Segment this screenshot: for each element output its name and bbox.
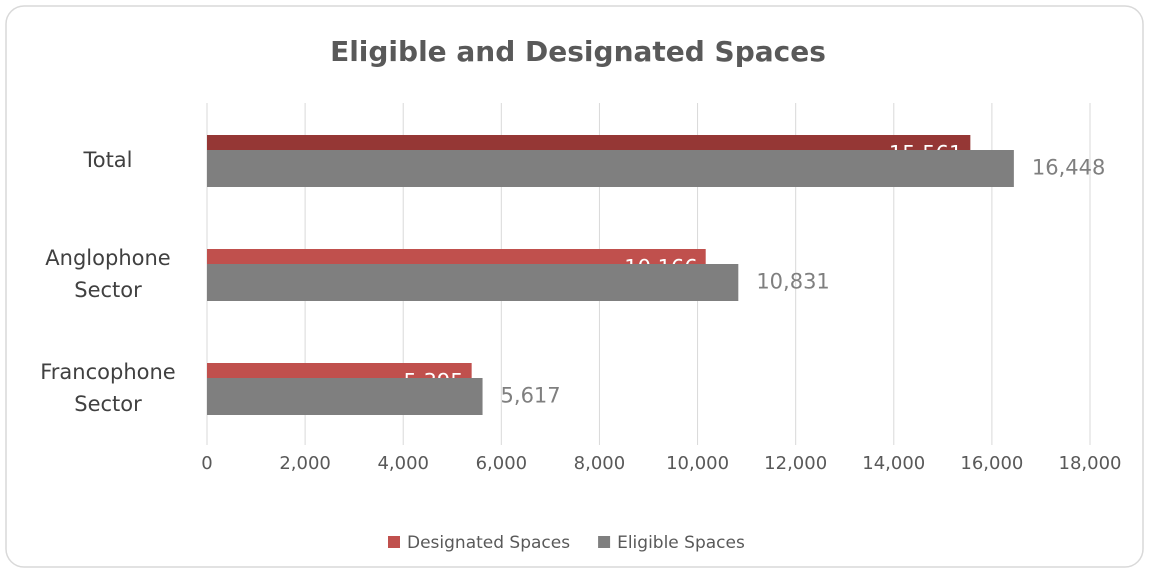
x-tick-label: 16,000	[960, 453, 1023, 474]
bar	[207, 378, 483, 415]
x-tick-label: 18,000	[1059, 453, 1122, 474]
y-tick-label: Francophone Sector	[40, 360, 176, 416]
data-label: 5,617	[501, 384, 561, 408]
x-tick-label: 4,000	[377, 453, 429, 474]
x-tick-label: 0	[201, 453, 212, 474]
x-tick-label: 8,000	[574, 453, 626, 474]
y-tick-label: Anglophone Sector	[45, 246, 171, 302]
chart-title: Eligible and Designated Spaces	[330, 35, 826, 68]
legend-label: Eligible Spaces	[617, 533, 745, 553]
bar	[207, 150, 1014, 187]
data-label: 16,448	[1032, 156, 1105, 180]
legend-swatch	[598, 536, 611, 548]
data-label: 10,831	[756, 270, 829, 294]
x-tick-label: 2,000	[279, 453, 331, 474]
x-tick-label: 6,000	[476, 453, 528, 474]
x-tick-label: 14,000	[862, 453, 925, 474]
y-tick-label: Total	[83, 148, 133, 172]
bar	[207, 264, 739, 301]
legend-label: Designated Spaces	[407, 533, 570, 553]
x-tick-label: 10,000	[666, 453, 729, 474]
legend-swatch	[388, 536, 400, 548]
x-tick-label: 12,000	[764, 453, 827, 474]
